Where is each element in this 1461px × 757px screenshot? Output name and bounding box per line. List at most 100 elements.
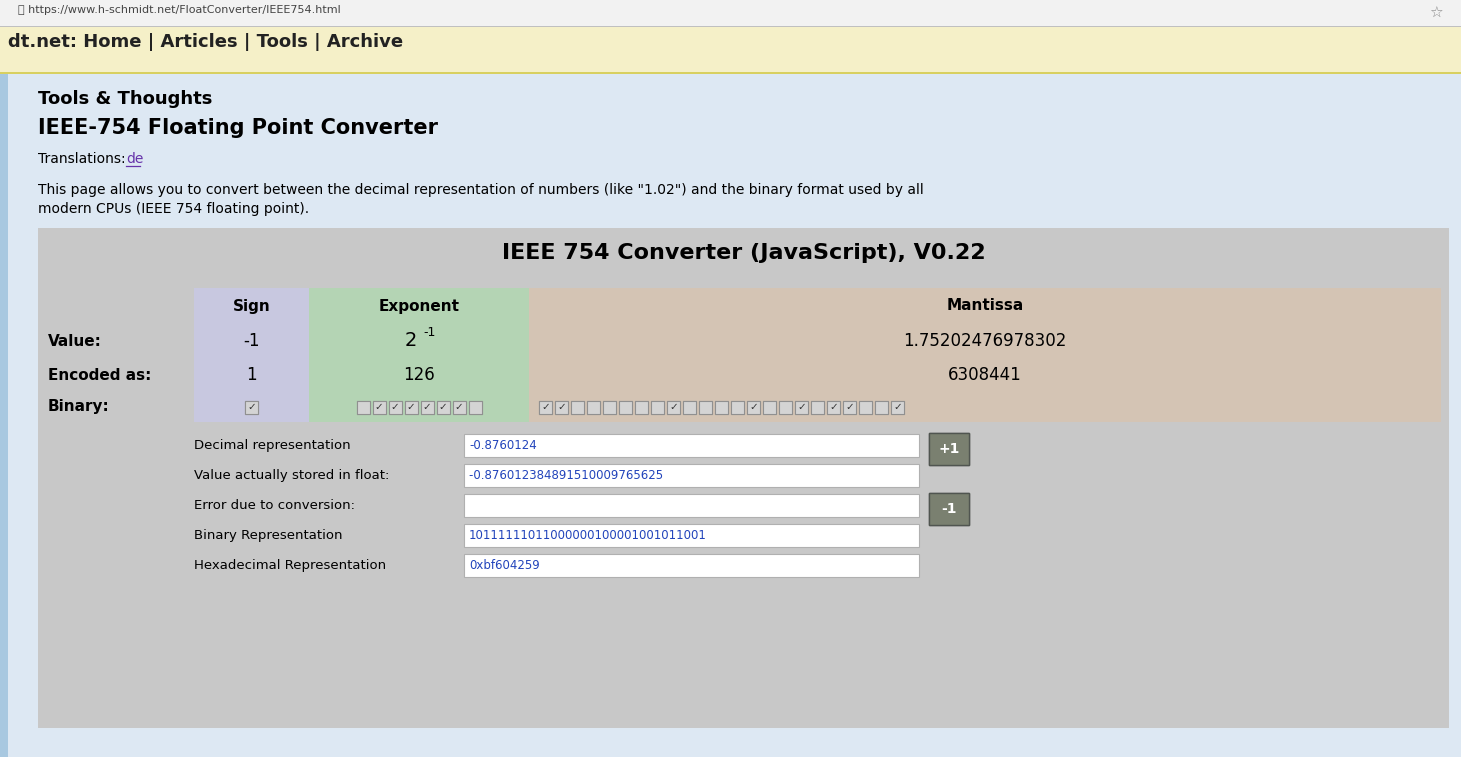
Bar (194, 324, 308, 358)
Text: ✓: ✓ (374, 402, 383, 412)
Text: +1: +1 (938, 442, 960, 456)
Bar (714, 400, 728, 413)
Bar (0, 74, 7, 757)
Bar (529, 358, 1441, 392)
Text: -0.87601238489151000976​5625: -0.87601238489151000976​5625 (469, 469, 663, 482)
Text: Error due to conversion:: Error due to conversion: (194, 499, 355, 512)
Text: IEEE-754 Floating Point Converter: IEEE-754 Floating Point Converter (38, 118, 438, 138)
Bar (682, 400, 695, 413)
Bar (843, 400, 856, 413)
Bar (405, 400, 418, 413)
Bar (859, 400, 872, 413)
Bar (555, 400, 568, 413)
Bar (652, 400, 663, 413)
Text: Encoded as:: Encoded as: (48, 367, 152, 382)
Bar (779, 400, 792, 413)
Text: ✓: ✓ (541, 402, 549, 412)
Text: This page allows you to convert between the decimal representation of numbers (l: This page allows you to convert between … (38, 183, 923, 197)
Bar (875, 400, 888, 413)
Text: 🔒 https://www.h-schmidt.net/FloatConverter/IEEE754.html: 🔒 https://www.h-schmidt.net/FloatConvert… (18, 5, 340, 15)
Bar (38, 228, 1449, 728)
Bar (891, 400, 904, 413)
Bar (308, 288, 529, 324)
Bar (714, 400, 728, 413)
Bar (698, 400, 712, 413)
Bar (0, 27, 1461, 73)
Bar (421, 400, 434, 413)
Bar (308, 324, 529, 358)
Text: Mantissa: Mantissa (947, 298, 1024, 313)
Bar (929, 433, 969, 465)
Text: dt.net: Home | Articles | Tools | Archive: dt.net: Home | Articles | Tools | Archiv… (7, 33, 403, 51)
Text: ✓: ✓ (247, 402, 256, 412)
Bar (0, 0, 1461, 26)
Bar (682, 400, 695, 413)
Text: ✓: ✓ (454, 402, 463, 412)
Bar (465, 464, 919, 487)
Text: ✓: ✓ (557, 402, 565, 412)
Text: 6308441: 6308441 (948, 366, 1021, 384)
Text: 0xbf604259: 0xbf604259 (469, 559, 539, 572)
Bar (356, 400, 370, 413)
Bar (539, 400, 552, 413)
Bar (529, 288, 1441, 324)
Text: -1: -1 (424, 326, 435, 339)
Bar (308, 358, 529, 392)
Bar (891, 400, 904, 413)
Text: Exponent: Exponent (378, 298, 460, 313)
Bar (730, 400, 744, 413)
Text: -1: -1 (941, 502, 957, 516)
Bar (587, 400, 600, 413)
Bar (652, 400, 663, 413)
Bar (587, 400, 600, 413)
Bar (619, 400, 633, 413)
Text: ☆: ☆ (1429, 5, 1443, 20)
Text: Value actually stored in float:: Value actually stored in float: (194, 469, 390, 482)
Text: -0.8760124: -0.8760124 (469, 439, 536, 452)
Text: ✓: ✓ (798, 402, 806, 412)
Text: IEEE 754 Converter (JavaScript), V0.22: IEEE 754 Converter (JavaScript), V0.22 (501, 243, 985, 263)
Bar (795, 400, 808, 413)
Text: ✓: ✓ (406, 402, 415, 412)
Bar (453, 400, 466, 413)
Text: 1: 1 (247, 366, 257, 384)
Bar (465, 434, 919, 457)
Bar (636, 400, 649, 413)
Bar (795, 400, 808, 413)
Text: Binary Representation: Binary Representation (194, 529, 342, 542)
Bar (0, 26, 1461, 27)
Text: Hexadecimal Representation: Hexadecimal Representation (194, 559, 386, 572)
Bar (194, 358, 308, 392)
Bar (529, 392, 1441, 422)
Text: ✓: ✓ (438, 402, 447, 412)
Bar (539, 400, 552, 413)
Bar (437, 400, 450, 413)
Bar (811, 400, 824, 413)
Bar (571, 400, 584, 413)
Bar (373, 400, 386, 413)
Text: Sign: Sign (232, 298, 270, 313)
Text: 126: 126 (403, 366, 435, 384)
Bar (698, 400, 712, 413)
Text: ✓: ✓ (893, 402, 901, 412)
Text: ✓: ✓ (422, 402, 431, 412)
Bar (763, 400, 776, 413)
Bar (603, 400, 617, 413)
Bar (405, 400, 418, 413)
Bar (747, 400, 760, 413)
Text: -1: -1 (243, 332, 260, 350)
Bar (636, 400, 649, 413)
Bar (747, 400, 760, 413)
Bar (308, 392, 529, 422)
Bar (929, 433, 969, 465)
Bar (529, 324, 1441, 358)
Bar (421, 400, 434, 413)
Text: Translations:: Translations: (38, 152, 130, 166)
Text: Decimal representation: Decimal representation (194, 439, 351, 452)
Text: modern CPUs (IEEE 754 floating point).: modern CPUs (IEEE 754 floating point). (38, 202, 310, 216)
Text: Binary:: Binary: (48, 400, 110, 415)
Bar (194, 288, 308, 324)
Text: 2: 2 (405, 332, 418, 350)
Bar (668, 400, 679, 413)
Bar (929, 493, 969, 525)
